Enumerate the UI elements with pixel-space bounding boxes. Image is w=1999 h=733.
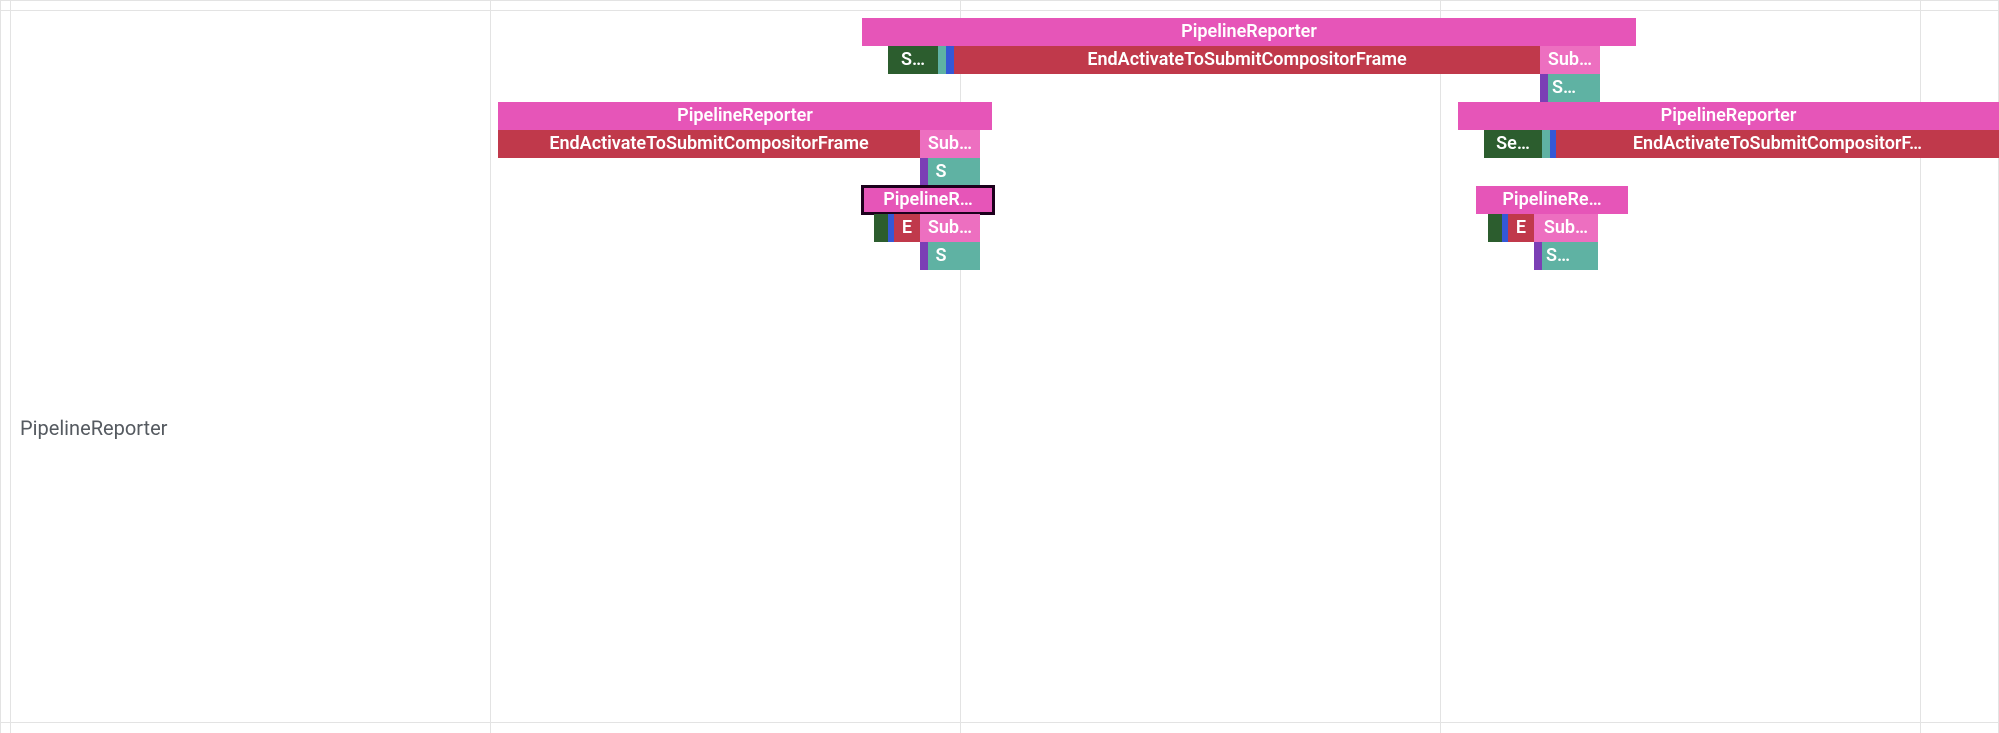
trace-slice[interactable]: S…: [1548, 74, 1580, 102]
trace-slice[interactable]: PipelineReporter: [862, 18, 1636, 46]
trace-slice[interactable]: Sub…: [920, 130, 980, 158]
trace-slice[interactable]: Sub…: [1534, 214, 1598, 242]
gridline-vertical: [490, 0, 491, 733]
trace-slice[interactable]: Sub…: [920, 214, 980, 242]
trace-slice[interactable]: [1542, 130, 1550, 158]
trace-slice[interactable]: [920, 158, 928, 186]
trace-slice[interactable]: E: [1508, 214, 1534, 242]
trace-slice[interactable]: [1540, 74, 1548, 102]
gridline-vertical: [0, 0, 1, 733]
trace-slice[interactable]: S: [928, 242, 954, 270]
trace-slice[interactable]: [1572, 242, 1598, 270]
trace-slice[interactable]: [920, 242, 928, 270]
trace-slice[interactable]: S: [928, 158, 954, 186]
trace-slice[interactable]: [954, 158, 980, 186]
trace-slice[interactable]: [1534, 242, 1542, 270]
trace-slice[interactable]: PipelineRe…: [1476, 186, 1628, 214]
trace-slice[interactable]: [946, 46, 954, 74]
trace-slice[interactable]: [1488, 214, 1502, 242]
trace-slice[interactable]: PipelineR…: [862, 186, 994, 214]
trace-slice[interactable]: PipelineReporter: [1458, 102, 1999, 130]
trace-slice[interactable]: EndActivateToSubmitCompositorF…: [1556, 130, 1999, 158]
trace-slice[interactable]: EndActivateToSubmitCompositorFrame: [954, 46, 1540, 74]
trace-slice[interactable]: S…: [1542, 242, 1572, 270]
track-label-pipeline-reporter: PipelineReporter: [20, 416, 167, 440]
trace-slice[interactable]: S…: [888, 46, 938, 74]
gridline-horizontal: [0, 722, 1999, 723]
trace-slice[interactable]: Sub…: [1540, 46, 1600, 74]
trace-slice[interactable]: PipelineReporter: [498, 102, 992, 130]
trace-slice[interactable]: Se…: [1484, 130, 1542, 158]
trace-slice[interactable]: [1580, 74, 1600, 102]
trace-slice[interactable]: [954, 242, 980, 270]
gridline-horizontal: [0, 0, 1999, 1]
gridline-horizontal: [0, 10, 1999, 11]
trace-slice[interactable]: [874, 214, 888, 242]
trace-slice[interactable]: E: [894, 214, 920, 242]
trace-slice[interactable]: EndActivateToSubmitCompositorFrame: [498, 130, 920, 158]
gridline-vertical: [10, 0, 11, 733]
trace-slice[interactable]: [938, 46, 946, 74]
gridline-vertical: [1440, 0, 1441, 733]
